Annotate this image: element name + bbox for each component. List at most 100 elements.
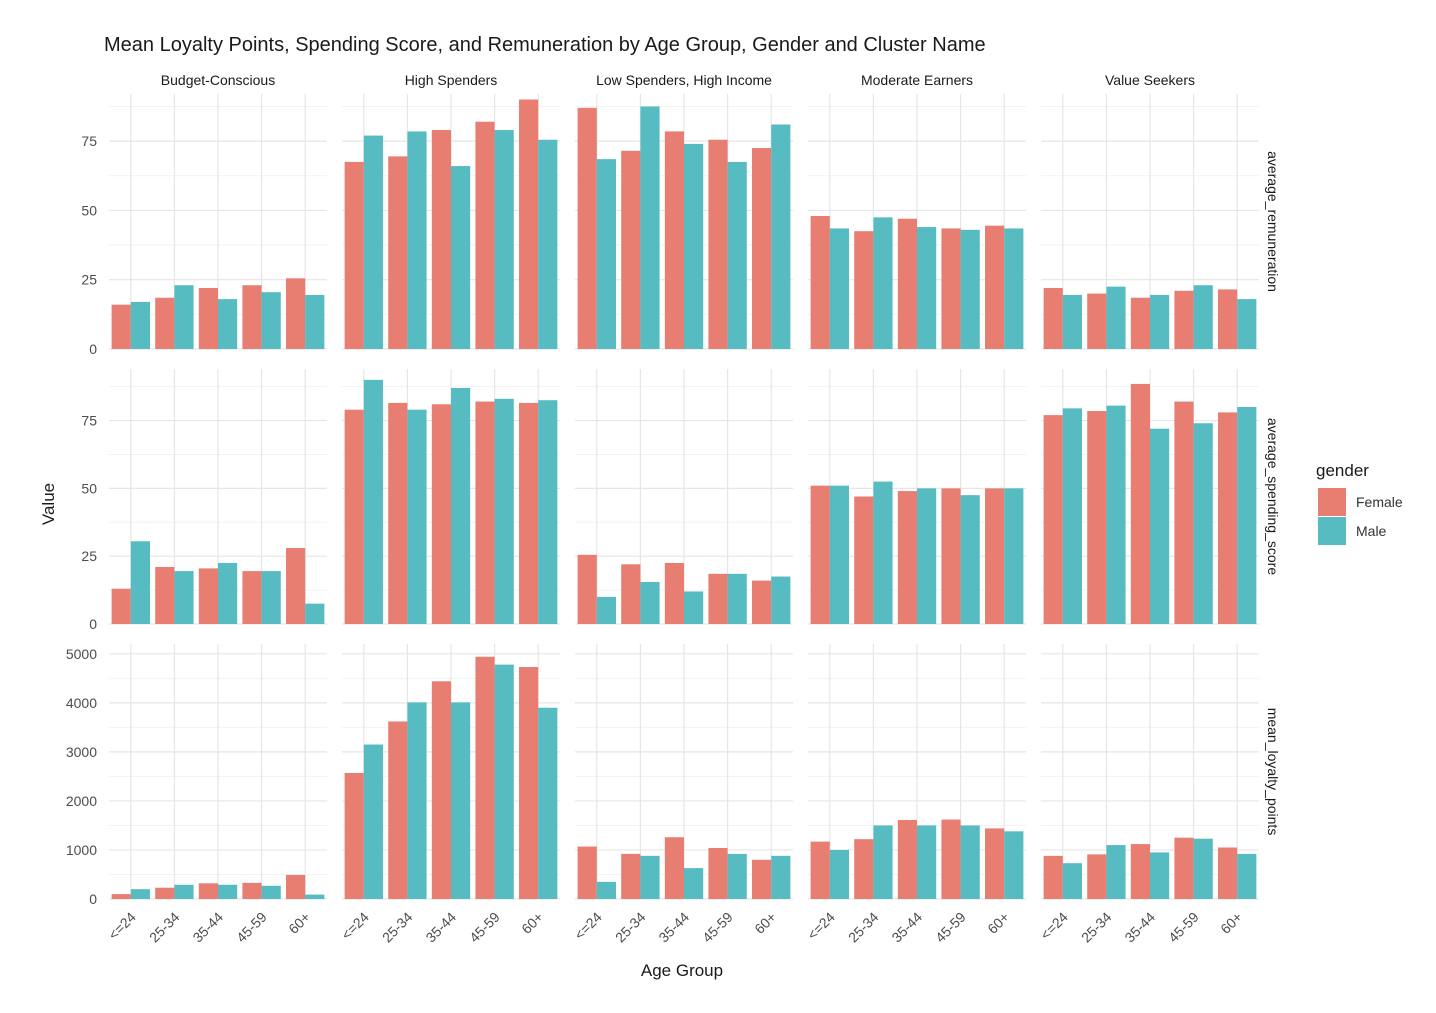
bar-moderate-earners-average-spending-score-35-44-male <box>917 488 937 624</box>
bar-value-seekers-mean-loyalty-points-60plus-female <box>1218 847 1238 899</box>
x-tick-label: 60+ <box>285 909 313 937</box>
y-tick-label: 1000 <box>66 842 97 858</box>
bar-moderate-earners-average-remuneration-45-59-male <box>960 229 980 349</box>
bar-low-spenders-high-income-mean-loyalty-points-45-59-male <box>727 853 747 899</box>
y-tick-label: 75 <box>81 133 97 149</box>
bar-value-seekers-average-remuneration-35-44-male <box>1150 294 1170 349</box>
bar-high-spenders-mean-loyalty-points-45-59-male <box>494 664 514 899</box>
bar-moderate-earners-average-spending-score-35-44-female <box>897 491 917 624</box>
bar-budget-conscious-average-spending-score-25-34-female <box>155 567 175 624</box>
y-axis-title: Value <box>39 483 58 525</box>
bar-value-seekers-average-spending-score-45-59-female <box>1174 401 1194 624</box>
bar-value-seekers-average-spending-score-60plus-male <box>1237 406 1257 624</box>
x-tick-label: 60+ <box>751 909 779 937</box>
bar-low-spenders-high-income-average-spending-score-35-44-male <box>684 591 704 624</box>
panel-budget-conscious-mean-loyalty-points <box>109 644 327 900</box>
bar-low-spenders-high-income-mean-loyalty-points-45-59-female <box>708 848 728 899</box>
bar-low-spenders-high-income-average-spending-score-45-59-female <box>708 573 728 624</box>
legend-label-male: Male <box>1356 523 1387 539</box>
bar-low-spenders-high-income-average-remuneration-45-59-male <box>727 161 747 349</box>
bar-value-seekers-average-spending-score-25-34-female <box>1087 411 1107 624</box>
bar-value-seekers-average-remuneration-le24-female <box>1043 288 1063 349</box>
row-strip-mean-loyalty-points: mean_loyalty_points <box>1265 708 1281 836</box>
bar-low-spenders-high-income-average-remuneration-45-59-female <box>708 139 728 349</box>
x-tick-label: 35-44 <box>422 909 459 946</box>
bar-value-seekers-average-spending-score-25-34-male <box>1106 405 1126 624</box>
bar-low-spenders-high-income-average-remuneration-60plus-female <box>752 148 772 349</box>
facet-strip-moderate-earners: Moderate Earners <box>861 72 973 88</box>
bar-budget-conscious-mean-loyalty-points-60plus-male <box>305 894 325 899</box>
bar-value-seekers-mean-loyalty-points-35-44-male <box>1150 852 1170 899</box>
bar-low-spenders-high-income-mean-loyalty-points-le24-female <box>577 846 597 899</box>
bar-moderate-earners-mean-loyalty-points-35-44-female <box>897 820 917 899</box>
bar-moderate-earners-average-remuneration-35-44-female <box>897 218 917 349</box>
bar-budget-conscious-average-remuneration-25-34-male <box>174 285 194 349</box>
bar-budget-conscious-average-spending-score-le24-male <box>130 541 150 624</box>
bar-low-spenders-high-income-average-spending-score-45-59-male <box>727 573 747 624</box>
bar-budget-conscious-average-remuneration-45-59-male <box>261 292 281 349</box>
bar-moderate-earners-average-spending-score-60plus-male <box>1004 488 1024 624</box>
bar-value-seekers-average-remuneration-le24-male <box>1062 294 1082 349</box>
bar-moderate-earners-mean-loyalty-points-60plus-female <box>985 828 1005 899</box>
bar-value-seekers-mean-loyalty-points-le24-female <box>1043 855 1063 899</box>
bar-moderate-earners-average-remuneration-45-59-female <box>941 228 961 349</box>
bar-high-spenders-average-remuneration-25-34-female <box>388 156 408 349</box>
facet-strip-value-seekers: Value Seekers <box>1105 72 1195 88</box>
x-tick-label: 25-34 <box>612 909 649 946</box>
bar-moderate-earners-mean-loyalty-points-25-34-male <box>873 825 893 899</box>
bar-high-spenders-mean-loyalty-points-25-34-male <box>407 702 427 899</box>
bar-value-seekers-average-remuneration-60plus-female <box>1218 289 1238 349</box>
bar-value-seekers-average-remuneration-45-59-male <box>1193 285 1213 349</box>
bar-moderate-earners-mean-loyalty-points-le24-male <box>829 849 849 899</box>
x-tick-label: 45-59 <box>466 909 503 946</box>
bar-value-seekers-average-spending-score-35-44-male <box>1150 428 1170 624</box>
bar-budget-conscious-mean-loyalty-points-25-34-male <box>174 884 194 899</box>
bar-low-spenders-high-income-average-spending-score-25-34-female <box>621 564 641 624</box>
panel-value-seekers-average-remuneration <box>1041 94 1259 350</box>
bar-budget-conscious-mean-loyalty-points-45-59-male <box>261 885 281 899</box>
x-tick-label: 35-44 <box>189 909 226 946</box>
panel-low-spenders-high-income-average-spending-score <box>575 369 793 625</box>
bar-moderate-earners-average-remuneration-60plus-female <box>985 225 1005 349</box>
bar-low-spenders-high-income-average-remuneration-25-34-male <box>640 106 660 349</box>
bar-value-seekers-average-spending-score-35-44-female <box>1130 383 1150 624</box>
bar-high-spenders-average-remuneration-60plus-female <box>519 99 539 349</box>
bar-value-seekers-mean-loyalty-points-25-34-female <box>1087 854 1107 899</box>
bar-high-spenders-average-remuneration-60plus-male <box>538 139 558 349</box>
panel-value-seekers-average-spending-score <box>1041 369 1259 625</box>
x-tick-label: 35-44 <box>1121 909 1158 946</box>
legend-key-male <box>1318 517 1346 545</box>
x-tick-label: 25-34 <box>845 909 882 946</box>
x-axis-title: Age Group <box>641 961 723 980</box>
x-tick-label: <=24 <box>105 909 139 943</box>
bar-budget-conscious-mean-loyalty-points-le24-male <box>130 889 150 899</box>
bar-high-spenders-mean-loyalty-points-45-59-female <box>475 656 495 899</box>
bar-high-spenders-average-spending-score-25-34-male <box>407 409 427 624</box>
bar-budget-conscious-average-spending-score-le24-female <box>111 588 131 624</box>
bar-low-spenders-high-income-average-spending-score-60plus-male <box>771 576 791 624</box>
bar-low-spenders-high-income-average-spending-score-le24-female <box>577 554 597 624</box>
y-tick-label: 75 <box>81 413 97 429</box>
bar-high-spenders-average-remuneration-le24-female <box>344 161 364 349</box>
bar-low-spenders-high-income-mean-loyalty-points-le24-male <box>596 881 616 899</box>
panel-low-spenders-high-income-average-remuneration <box>575 94 793 350</box>
bar-high-spenders-mean-loyalty-points-35-44-female <box>431 681 451 899</box>
bar-budget-conscious-mean-loyalty-points-le24-female <box>111 894 131 899</box>
bar-moderate-earners-average-spending-score-le24-female <box>810 485 830 624</box>
panel-budget-conscious-average-spending-score <box>109 369 327 625</box>
bar-high-spenders-average-spending-score-35-44-male <box>451 387 471 624</box>
bar-budget-conscious-average-remuneration-45-59-female <box>242 285 262 349</box>
bar-high-spenders-average-spending-score-le24-male <box>363 379 383 624</box>
bar-budget-conscious-mean-loyalty-points-60plus-female <box>286 874 306 899</box>
chart-title: Mean Loyalty Points, Spending Score, and… <box>104 34 986 56</box>
bar-budget-conscious-average-remuneration-60plus-male <box>305 294 325 349</box>
bar-low-spenders-high-income-average-spending-score-60plus-female <box>752 580 772 624</box>
y-tick-label: 5000 <box>66 646 97 662</box>
legend-label-female: Female <box>1356 494 1403 510</box>
bar-moderate-earners-average-spending-score-25-34-male <box>873 481 893 624</box>
bar-high-spenders-average-spending-score-35-44-female <box>431 404 451 624</box>
panel-low-spenders-high-income-mean-loyalty-points <box>575 644 793 900</box>
bar-moderate-earners-average-remuneration-le24-female <box>810 215 830 349</box>
bar-low-spenders-high-income-average-spending-score-le24-male <box>596 596 616 624</box>
